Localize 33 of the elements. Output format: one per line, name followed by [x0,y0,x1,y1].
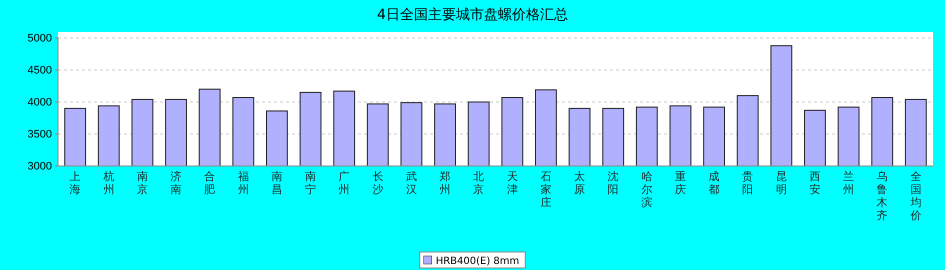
x-tick-label: 贵阳 [742,170,754,196]
x-tick-label: 哈尔滨 [641,170,652,209]
x-tick-label: 济南 [170,170,182,196]
x-tick-label: 长沙 [372,170,384,196]
x-tick-label: 全国均价 [909,170,922,222]
x-tick-label: 西安 [809,170,820,196]
x-tick-label: 昆明 [776,170,787,196]
x-tick-label: 石家庄 [540,170,552,209]
x-tick-label: 兰州 [843,170,854,196]
x-tick-label: 福州 [238,170,249,196]
x-tick-label: 广州 [338,170,350,196]
x-tick-label: 南京 [136,170,148,196]
y-tick-label: 5000 [28,32,52,45]
y-tick-label: 3500 [28,128,52,141]
y-tick-label: 4500 [28,64,52,77]
y-tick-label: 3000 [28,160,52,173]
x-tick-label: 成都 [708,170,720,196]
x-tick-label: 上海 [70,170,81,196]
x-tick-label: 合肥 [204,170,216,196]
x-tick-label: 郑州 [440,170,451,196]
x-tick-label: 杭州 [102,170,114,196]
x-tick-label: 南昌 [271,170,282,196]
x-tick-label: 南宁 [305,170,316,196]
x-tick-label: 北京 [473,170,484,196]
x-tick-label: 太原 [574,170,586,196]
y-tick-label: 4000 [28,96,52,109]
x-tick-label: 天津 [506,170,518,196]
x-tick-label: 武汉 [406,170,417,196]
x-tick-label: 重庆 [674,170,686,196]
legend-label: HRB400(E) 8mm [436,256,520,267]
chart-title: 4日全国主要城市盘螺价格汇总 [377,7,568,23]
x-tick-label: 乌鲁木齐 [876,170,888,222]
x-tick-label: 沈阳 [608,170,619,196]
